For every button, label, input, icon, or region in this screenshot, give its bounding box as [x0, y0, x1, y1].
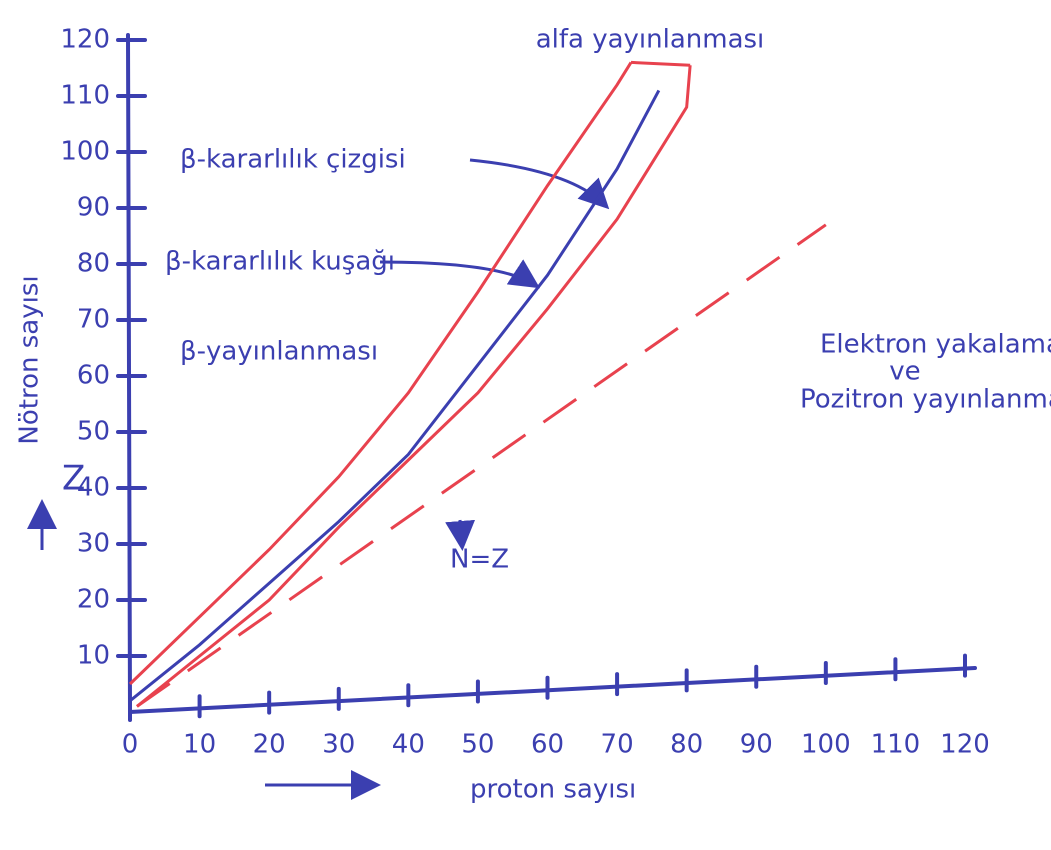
annotation: alfa yayınlanması — [536, 25, 765, 55]
x-axis-label: proton sayısı — [470, 775, 636, 805]
y-tick-label: 80 — [77, 249, 110, 279]
y-tick-label: 40 — [77, 473, 110, 503]
y-tick-label: 50 — [77, 417, 110, 447]
x-tick-label: 10 — [183, 730, 216, 760]
x-tick-label: 120 — [940, 730, 990, 760]
y-axis — [126, 33, 132, 714]
annotation: β-kararlılık çizgisi — [180, 145, 406, 175]
annotation: β-kararlılık kuşağı — [165, 247, 395, 277]
series-line — [136, 65, 692, 708]
annotation: ve — [889, 357, 920, 387]
x-tick-label: 80 — [670, 730, 703, 760]
x-tick-label: 0 — [122, 730, 139, 760]
y-tick-label: 20 — [77, 585, 110, 615]
y-tick-label: 60 — [77, 361, 110, 391]
y-tick-label: 70 — [77, 305, 110, 335]
x-tick-label: 30 — [322, 730, 355, 760]
y-tick-label: 90 — [77, 193, 110, 223]
y-axis-symbol: Z — [62, 459, 85, 499]
x-tick-label: 60 — [531, 730, 564, 760]
y-tick-label: 110 — [60, 81, 110, 111]
x-tick-label: 70 — [601, 730, 634, 760]
y-tick-label: 120 — [60, 25, 110, 55]
series-line — [129, 89, 661, 702]
x-tick-label: 100 — [801, 730, 851, 760]
x-tick-label: 110 — [871, 730, 921, 760]
annotation: N=Z — [450, 545, 509, 575]
annotation-arrow — [379, 259, 541, 289]
series-line — [630, 60, 691, 67]
annotation: Pozitron yayınlanması — [800, 385, 1051, 415]
x-tick-label: 40 — [392, 730, 425, 760]
series-line — [136, 223, 827, 708]
x-tick-label: 20 — [253, 730, 286, 760]
series-line — [128, 61, 633, 686]
y-tick-label: 30 — [77, 529, 110, 559]
y-tick-label: 100 — [60, 137, 110, 167]
x-axis — [128, 666, 977, 714]
y-tick-label: 10 — [77, 641, 110, 671]
annotation: β-yayınlanması — [180, 337, 378, 367]
y-axis-label: Nötron sayısı — [15, 275, 45, 444]
annotation-arrow — [445, 519, 476, 551]
annotation: Elektron yakalama — [820, 330, 1051, 360]
x-tick-label: 50 — [461, 730, 494, 760]
x-tick-label: 90 — [740, 730, 773, 760]
